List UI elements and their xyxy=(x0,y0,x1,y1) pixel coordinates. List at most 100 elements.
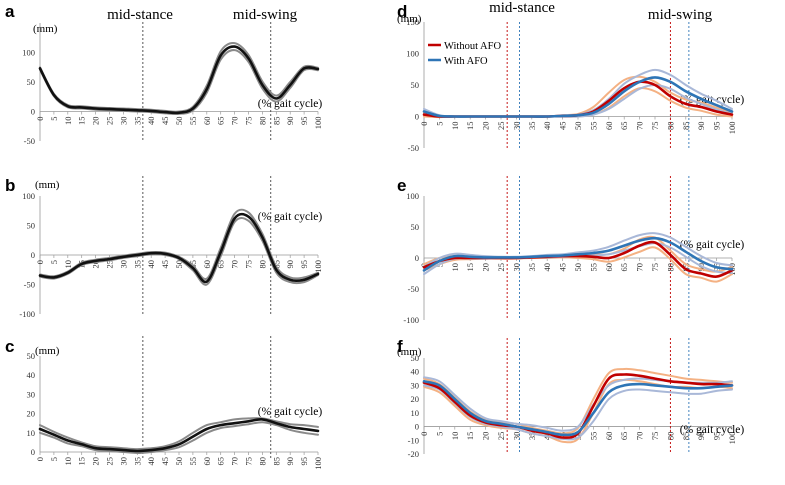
legend-without-label: Without AFO xyxy=(444,41,501,52)
x-tick-f: 95 xyxy=(712,432,722,441)
x-tick-c: 15 xyxy=(77,457,87,466)
x-tick-f: 55 xyxy=(588,432,598,441)
series-f-with-afo-sd xyxy=(423,376,733,432)
x-tick-a: 30 xyxy=(118,116,128,125)
x-tick-b: 65 xyxy=(216,260,226,269)
x-tick-a: 5 xyxy=(49,117,59,121)
y-tick-f: 40 xyxy=(411,367,420,377)
y-tick-a: 100 xyxy=(22,48,35,58)
y-tick-b: -50 xyxy=(24,280,35,290)
x-tick-d: 80 xyxy=(665,122,675,131)
header-right-midswing: mid-swing xyxy=(648,7,713,23)
legend-with-label: With AFO xyxy=(444,56,488,67)
series-c-mean xyxy=(38,418,320,453)
y-tick-f: 50 xyxy=(411,353,420,363)
x-tick-c: 80 xyxy=(257,457,267,466)
x-tick-e: 20 xyxy=(481,263,491,272)
y-tick-b: 100 xyxy=(22,191,35,201)
x-tick-b: 50 xyxy=(174,260,184,269)
x-tick-b: 60 xyxy=(202,260,212,269)
y-tick-b: -100 xyxy=(19,309,35,319)
x-tick-b: 55 xyxy=(188,260,198,269)
x-tick-c: 25 xyxy=(105,457,115,466)
header-right-midstance: mid-stance xyxy=(489,0,555,16)
x-unit-e: (% gait cycle) xyxy=(680,239,745,251)
x-tick-e: 55 xyxy=(588,263,598,272)
y-tick-a: -50 xyxy=(24,136,35,146)
x-tick-c: 75 xyxy=(244,457,254,466)
y-unit-b: (mm) xyxy=(35,179,60,191)
x-tick-f: 20 xyxy=(481,432,491,441)
x-tick-f: 85 xyxy=(681,432,691,441)
x-tick-d: 15 xyxy=(465,122,475,131)
y-tick-c: 20 xyxy=(27,409,36,419)
x-unit-a: (% gait cycle) xyxy=(258,98,323,110)
x-tick-e: 25 xyxy=(496,263,506,272)
x-tick-d: 25 xyxy=(496,122,506,131)
x-tick-a: 20 xyxy=(91,117,101,126)
y-tick-c: 0 xyxy=(31,447,35,457)
header-left-midswing: mid-swing xyxy=(233,7,298,23)
x-tick-b: 25 xyxy=(105,260,115,269)
x-tick-b: 95 xyxy=(299,260,309,269)
y-tick-d: 100 xyxy=(406,49,419,59)
x-tick-f: 5 xyxy=(434,432,444,436)
x-tick-c: 70 xyxy=(230,457,240,466)
x-tick-b: 90 xyxy=(285,260,295,269)
panel-label-a: a xyxy=(5,2,15,21)
x-tick-e: 35 xyxy=(527,263,537,272)
series-a-mean xyxy=(38,45,320,115)
x-tick-f: 10 xyxy=(450,432,460,441)
x-tick-f: 35 xyxy=(527,432,537,441)
series-e-with-afo-sd xyxy=(423,232,733,268)
x-tick-a: 95 xyxy=(299,117,309,126)
y-tick-c: 40 xyxy=(27,370,36,380)
x-tick-b: 70 xyxy=(230,260,240,269)
header-left-midstance: mid-stance xyxy=(107,7,173,23)
y-tick-d: 0 xyxy=(415,112,419,122)
x-tick-e: 80 xyxy=(665,263,675,272)
x-tick-c: 5 xyxy=(49,457,59,461)
x-tick-c: 85 xyxy=(271,457,281,466)
x-tick-d: 45 xyxy=(558,122,568,131)
x-tick-e: 15 xyxy=(465,263,475,272)
x-tick-e: 40 xyxy=(542,263,552,272)
y-unit-d: (mm) xyxy=(397,13,422,25)
x-tick-a: 10 xyxy=(63,117,73,126)
y-tick-e: 100 xyxy=(406,191,419,201)
x-tick-b: 30 xyxy=(118,260,128,269)
x-tick-c: 35 xyxy=(132,457,142,466)
x-tick-c: 0 xyxy=(35,457,45,461)
x-tick-a: 85 xyxy=(271,117,281,126)
y-tick-c: 50 xyxy=(27,351,36,361)
x-tick-a: 15 xyxy=(77,117,87,126)
x-tick-a: 65 xyxy=(216,117,226,126)
panel-label-d: d xyxy=(397,2,407,21)
x-tick-a: 45 xyxy=(160,117,170,126)
series-c-mean-sd xyxy=(39,421,319,454)
x-tick-c: 40 xyxy=(146,457,156,466)
y-tick-c: 30 xyxy=(27,389,36,399)
x-tick-f: 90 xyxy=(696,432,706,441)
x-tick-b: 20 xyxy=(91,260,101,269)
x-tick-f: 65 xyxy=(619,432,629,441)
x-tick-d: 70 xyxy=(635,122,645,131)
x-tick-d: 0 xyxy=(419,122,429,126)
x-tick-b: 45 xyxy=(160,260,170,269)
y-tick-c: 10 xyxy=(27,428,36,438)
x-tick-a: 25 xyxy=(105,117,115,126)
x-tick-f: 50 xyxy=(573,432,583,441)
x-tick-e: 45 xyxy=(558,263,568,272)
y-tick-e: 50 xyxy=(411,222,420,232)
x-unit-f: (% gait cycle) xyxy=(680,424,745,436)
x-tick-c: 50 xyxy=(174,457,184,466)
y-tick-f: -20 xyxy=(408,449,419,459)
panel-label-e: e xyxy=(397,176,406,195)
x-tick-c: 100 xyxy=(313,457,323,470)
y-tick-f: -10 xyxy=(408,435,419,445)
x-tick-d: 95 xyxy=(712,122,722,131)
